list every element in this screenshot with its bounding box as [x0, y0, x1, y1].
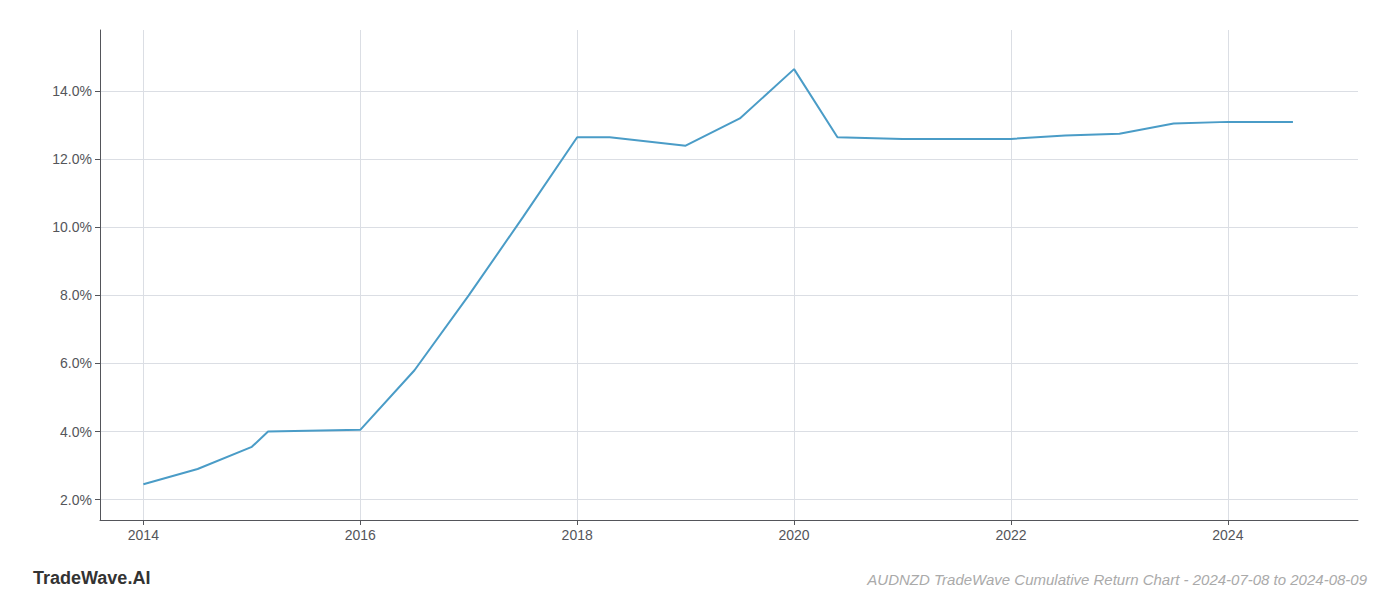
svg-text:2018: 2018 [562, 527, 593, 543]
svg-text:2024: 2024 [1212, 527, 1243, 543]
svg-text:4.0%: 4.0% [60, 424, 92, 440]
svg-text:14.0%: 14.0% [52, 83, 92, 99]
svg-text:AUDNZD TradeWave Cumulative Re: AUDNZD TradeWave Cumulative Return Chart… [866, 571, 1367, 588]
svg-text:2022: 2022 [995, 527, 1026, 543]
svg-text:10.0%: 10.0% [52, 219, 92, 235]
svg-text:2020: 2020 [778, 527, 809, 543]
svg-text:2.0%: 2.0% [60, 492, 92, 508]
svg-text:6.0%: 6.0% [60, 355, 92, 371]
svg-text:8.0%: 8.0% [60, 287, 92, 303]
svg-text:TradeWave.AI: TradeWave.AI [33, 568, 150, 588]
svg-text:12.0%: 12.0% [52, 151, 92, 167]
svg-text:2016: 2016 [345, 527, 376, 543]
svg-text:2014: 2014 [128, 527, 159, 543]
